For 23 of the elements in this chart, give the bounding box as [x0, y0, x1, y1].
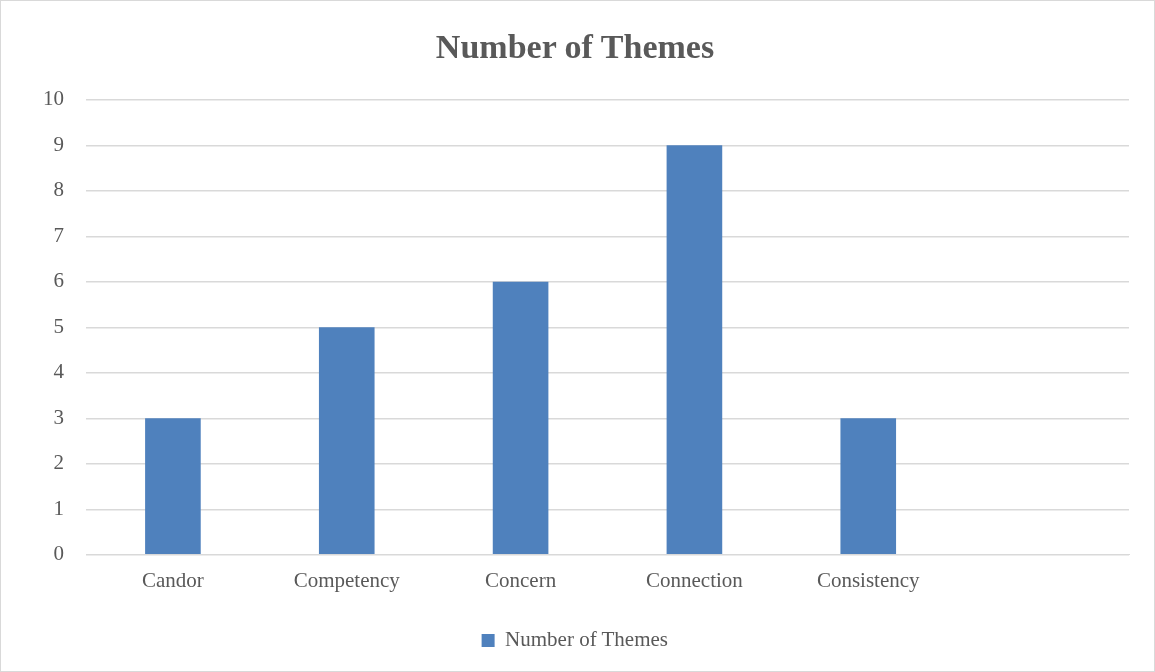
legend-label: Number of Themes [505, 627, 669, 652]
x-tick-label: Competency [293, 567, 401, 592]
y-tick-label: 8 [53, 177, 64, 202]
bar [492, 281, 549, 555]
y-tick-label: 2 [53, 450, 64, 475]
y-tick-label: 0 [53, 541, 64, 566]
x-tick-label: Concern [485, 567, 557, 592]
bar [318, 327, 375, 555]
y-tick-label: 10 [43, 86, 64, 111]
y-tick-label: 5 [53, 313, 64, 338]
bar [666, 145, 723, 555]
y-tick-label: 1 [53, 495, 64, 520]
y-tick-label: 7 [53, 222, 64, 247]
y-tick-label: 3 [53, 404, 64, 429]
y-tick-label: 9 [53, 131, 64, 156]
x-tick-label: Connection [646, 567, 744, 592]
bar [840, 418, 897, 555]
x-tick-label: Consistency [816, 567, 921, 592]
chart-title: Number of Themes [435, 28, 715, 66]
y-tick-label: 6 [53, 268, 64, 293]
y-tick-label: 4 [53, 359, 65, 384]
bar [145, 418, 201, 555]
x-tick-label: Candor [142, 567, 204, 592]
